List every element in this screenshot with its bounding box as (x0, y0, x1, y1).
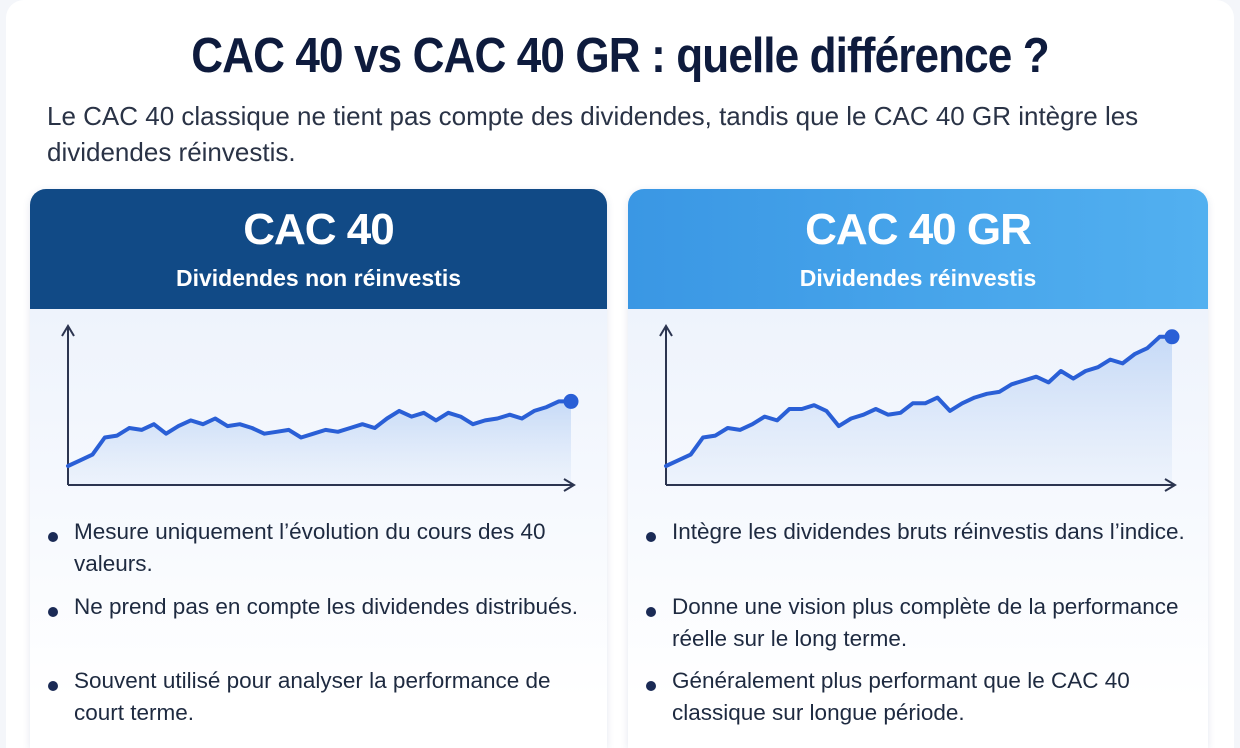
cac40gr-card: CAC 40 GR Dividendes réinvestis Intègre … (628, 189, 1208, 748)
bullet-dot-icon (646, 681, 656, 691)
cac40gr-card-header: CAC 40 GR Dividendes réinvestis (628, 189, 1208, 309)
y-axis-arrow-icon (659, 324, 673, 337)
bullet-text: Donne une vision plus complète de la per… (672, 594, 1179, 651)
bullet-dot-icon (48, 532, 58, 542)
series-area (666, 336, 1172, 485)
bullet-text: Ne prend pas en compte les dividendes di… (74, 594, 579, 619)
cac40gr-card-title: CAC 40 GR (805, 205, 1032, 254)
data-point (563, 393, 579, 409)
cac40-card: CAC 40 Dividendes non réinvestis Mesure … (30, 189, 607, 748)
page-subtitle: Le CAC 40 classique ne tient pas compte … (47, 101, 1139, 167)
x-axis-arrow-icon (563, 478, 576, 492)
series-line (664, 334, 1174, 468)
series-area (68, 401, 571, 485)
cac40-card-header: CAC 40 Dividendes non réinvestis (30, 189, 607, 309)
bullet-text: Généralement plus performant que le CAC … (672, 668, 1130, 725)
page-title: CAC 40 vs CAC 40 GR : quelle différence … (191, 29, 1050, 83)
x-axis-arrow-icon (1164, 478, 1177, 492)
bullet-dot-icon (646, 607, 656, 617)
bullet-dot-icon (646, 532, 656, 542)
cac40gr-card-subtitle: Dividendes réinvestis (799, 265, 1037, 291)
bullet-dot-icon (48, 607, 58, 617)
cac40-card-title: CAC 40 (243, 205, 395, 254)
cac40-chart (61, 324, 579, 492)
bullet-text: Mesure uniquement l’évolution du cours d… (74, 519, 546, 576)
series-line (66, 399, 573, 468)
data-point (1164, 329, 1180, 345)
bullet-dot-icon (48, 681, 58, 691)
cac40-card-subtitle: Dividendes non réinvestis (175, 265, 462, 291)
bullet-text: Intègre les dividendes bruts réinvestis … (672, 519, 1185, 544)
cac40gr-chart (659, 324, 1180, 492)
bullet-text: Souvent utilisé pour analyser la perform… (74, 668, 551, 725)
cac40-chart-background (30, 309, 607, 699)
y-axis-arrow-icon (61, 324, 75, 337)
